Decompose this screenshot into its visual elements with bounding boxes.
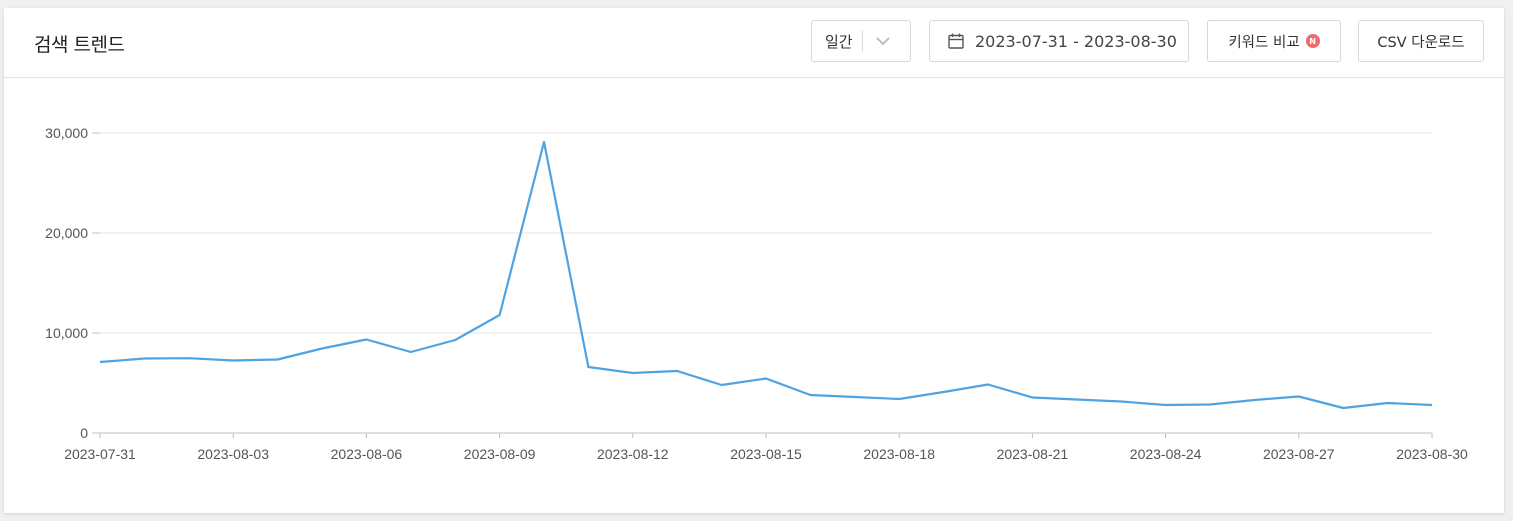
chevron-down-icon xyxy=(875,36,891,46)
period-select-divider xyxy=(861,30,863,52)
search-trend-chart: 0 10,000 20,000 30,000 2023-07-31 2023-08-03 2… xyxy=(45,125,1468,462)
keyword-compare-button[interactable]: 키워드 비교 N xyxy=(1207,20,1341,62)
date-range-text: 2023-07-31 - 2023-08-30 xyxy=(975,31,1177,51)
calendar-icon xyxy=(947,32,965,50)
x-tick-label: 2023-08-09 xyxy=(464,446,536,462)
x-tick-label: 2023-08-27 xyxy=(1263,446,1335,462)
axes: 0 10,000 20,000 30,000 2023-07-31 2023-08-03 2… xyxy=(45,125,1468,462)
card-header: 검색 트렌드 일간 2023-07-31 - 2023-08-30 키워드 비교… xyxy=(4,8,1504,78)
x-tick-label: 2023-08-18 xyxy=(863,446,935,462)
y-tick-label: 30,000 xyxy=(45,125,88,141)
series-line xyxy=(99,140,1433,410)
csv-download-label: CSV 다운로드 xyxy=(1377,34,1465,51)
date-range-picker[interactable]: 2023-07-31 - 2023-08-30 xyxy=(929,20,1189,62)
x-tick-label: 2023-07-31 xyxy=(64,446,136,462)
period-select[interactable]: 일간 xyxy=(811,20,911,62)
csv-download-button[interactable]: CSV 다운로드 xyxy=(1358,20,1484,62)
series-line-layer xyxy=(99,140,1433,410)
y-tick-label: 10,000 xyxy=(45,325,88,341)
x-tick-label: 2023-08-06 xyxy=(331,446,403,462)
grid-lines xyxy=(100,132,1432,434)
period-select-label: 일간 xyxy=(825,32,853,51)
x-tick-label: 2023-08-24 xyxy=(1130,446,1202,462)
x-tick-label: 2023-08-30 xyxy=(1396,446,1468,462)
new-badge: N xyxy=(1305,34,1320,48)
x-tick-label: 2023-08-21 xyxy=(997,446,1069,462)
keyword-compare-label: 키워드 비교 xyxy=(1228,34,1300,51)
y-tick-label: 20,000 xyxy=(45,225,88,241)
y-tick-label: 0 xyxy=(80,425,88,441)
page-title: 검색 트렌드 xyxy=(34,34,125,56)
search-trend-card: 검색 트렌드 일간 2023-07-31 - 2023-08-30 키워드 비교… xyxy=(4,8,1504,513)
x-tick-label: 2023-08-15 xyxy=(730,446,802,462)
x-tick-label: 2023-08-03 xyxy=(197,446,269,462)
x-tick-label: 2023-08-12 xyxy=(597,446,669,462)
